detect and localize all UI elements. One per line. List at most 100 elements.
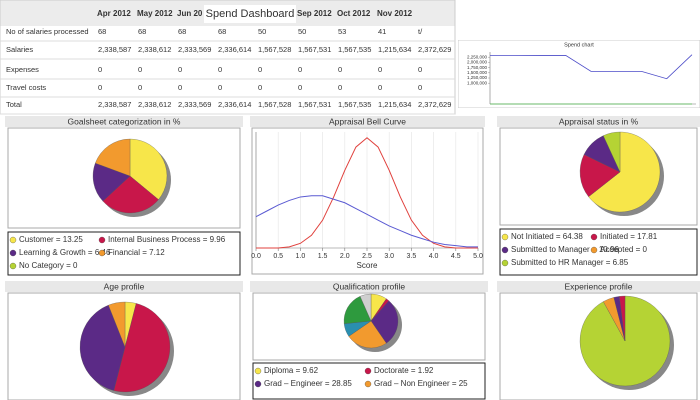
panel-bg xyxy=(458,40,700,108)
table-cell: 2,333,569 xyxy=(178,45,211,54)
table-cell: 1,567,531 xyxy=(298,45,331,54)
chart-box xyxy=(251,127,484,275)
x-tick-label: 1.5 xyxy=(318,253,328,260)
legend-marker xyxy=(364,367,372,375)
table-cell: 0 xyxy=(298,83,302,92)
legend-box xyxy=(499,228,698,276)
row-label: Travel costs xyxy=(6,83,46,92)
chart-panel: Appraisal status in % Not Initiated = 64.… xyxy=(497,116,700,276)
column-header: Sep 2012 xyxy=(297,9,332,18)
table-cell: 0 xyxy=(98,65,102,74)
row-label: Expenses xyxy=(6,65,39,74)
table-cell: 68 xyxy=(178,27,186,36)
legend-label: Initiated = 17.81 xyxy=(600,232,658,241)
x-tick-label: 2.0 xyxy=(340,253,350,260)
column-header: Apr 2012 xyxy=(97,9,131,18)
y-tick-label: 1,750,000 xyxy=(467,65,488,70)
panel-header xyxy=(250,116,485,127)
table-cell: 1,567,531 xyxy=(298,100,331,109)
y-tick-label: 1,250,000 xyxy=(467,75,488,80)
x-tick-label: 5.0 xyxy=(473,253,483,260)
legend-marker xyxy=(590,246,598,254)
legend-label: No Category = 0 xyxy=(19,261,78,270)
title-bg xyxy=(204,5,296,23)
legend-marker xyxy=(254,367,262,375)
panel-header xyxy=(5,116,243,127)
x-tick-label: 4.0 xyxy=(429,253,439,260)
chart-panel: Qualification profile Diploma = 9.62 Docto… xyxy=(250,281,488,400)
table-cell: 68 xyxy=(218,27,226,36)
chart-panel: Experience profile xyxy=(497,281,700,400)
table-cell: 2,336,614 xyxy=(218,45,251,54)
legend-label: Customer = 13.25 xyxy=(19,235,83,244)
panel-header xyxy=(5,281,243,292)
pie-slice xyxy=(370,300,399,344)
pie-slice xyxy=(579,154,621,197)
legend-marker xyxy=(501,259,509,267)
legend-marker xyxy=(501,233,509,241)
legend-label: Diploma = 9.62 xyxy=(264,366,319,375)
table-cell: 68 xyxy=(138,27,146,36)
x-tick-label: 0.5 xyxy=(273,253,283,260)
panel-header xyxy=(497,281,700,292)
legend-marker xyxy=(98,249,106,257)
legend-marker xyxy=(501,246,509,254)
series-line xyxy=(489,54,693,80)
table-cell: 2,338,612 xyxy=(138,45,171,54)
x-tick-label: 3.5 xyxy=(407,253,417,260)
legend-marker xyxy=(590,233,598,241)
table-cell: 50 xyxy=(298,27,306,36)
legend-label: Learning & Growth = 6.46 xyxy=(19,248,111,257)
table-cell: 1,215,634 xyxy=(378,45,411,54)
chart-title: Appraisal Bell Curve xyxy=(329,116,406,126)
legend-label: Financial = 7.12 xyxy=(108,248,165,257)
y-tick-label: 1,000,000 xyxy=(467,80,488,85)
pie-slice xyxy=(102,175,159,214)
pie-slice xyxy=(359,293,372,322)
table-cell: 0 xyxy=(178,83,182,92)
legend-label: Submitted to HR Manager = 6.85 xyxy=(511,258,629,267)
table-cell: 1,567,528 xyxy=(258,100,291,109)
table-cell: 1,567,535 xyxy=(338,45,371,54)
chart-title: Goalsheet categorization in % xyxy=(68,116,181,126)
table-cell: 0 xyxy=(218,65,222,74)
table-cell: 0 xyxy=(338,65,342,74)
table-cell: 0 xyxy=(98,83,102,92)
chart-title: Age profile xyxy=(104,281,145,291)
table-cell: 41 xyxy=(378,27,386,36)
legend-marker xyxy=(364,380,372,388)
table-cell: 0 xyxy=(418,83,422,92)
table-cell: 50 xyxy=(258,27,266,36)
legend-label: Doctorate = 1.92 xyxy=(374,366,434,375)
table-cell: 2,338,612 xyxy=(138,100,171,109)
legend-label: Accepted = 0 xyxy=(600,245,647,254)
legend-marker xyxy=(9,236,17,244)
table-cell: 1,215,634 xyxy=(378,100,411,109)
pie-slice xyxy=(95,138,131,177)
table-cell: 0 xyxy=(258,83,262,92)
chart-title: Qualification profile xyxy=(333,281,406,291)
chart-title: Appraisal status in % xyxy=(559,116,639,126)
legend-box xyxy=(7,231,241,276)
pie-slice xyxy=(348,320,387,349)
legend-marker xyxy=(9,262,17,270)
x-tick-label: 0.0 xyxy=(251,253,261,260)
row-label: Salaries xyxy=(6,45,33,54)
legend-label: Grad – Non Engineer = 25 xyxy=(374,379,468,388)
legend-marker xyxy=(98,236,106,244)
table-cell: 0 xyxy=(378,65,382,74)
x-tick-label: 2.5 xyxy=(362,253,372,260)
dashboard-title: Spend Dashboard xyxy=(206,8,295,20)
column-header: Jun 20 xyxy=(177,9,203,18)
pie-slice xyxy=(108,301,126,348)
column-header: May 2012 xyxy=(137,9,173,18)
chart-title: Experience profile xyxy=(564,281,632,291)
y-tick-label: 2,250,000 xyxy=(467,54,488,59)
legend-label: Submitted to Manager = 10.96 xyxy=(511,245,619,254)
column-header: Nov 2012 xyxy=(377,9,413,18)
table-cell: 1,567,535 xyxy=(338,100,371,109)
table-cell: 0 xyxy=(418,65,422,74)
pie-slice xyxy=(113,303,171,393)
pie-slice xyxy=(619,295,626,342)
